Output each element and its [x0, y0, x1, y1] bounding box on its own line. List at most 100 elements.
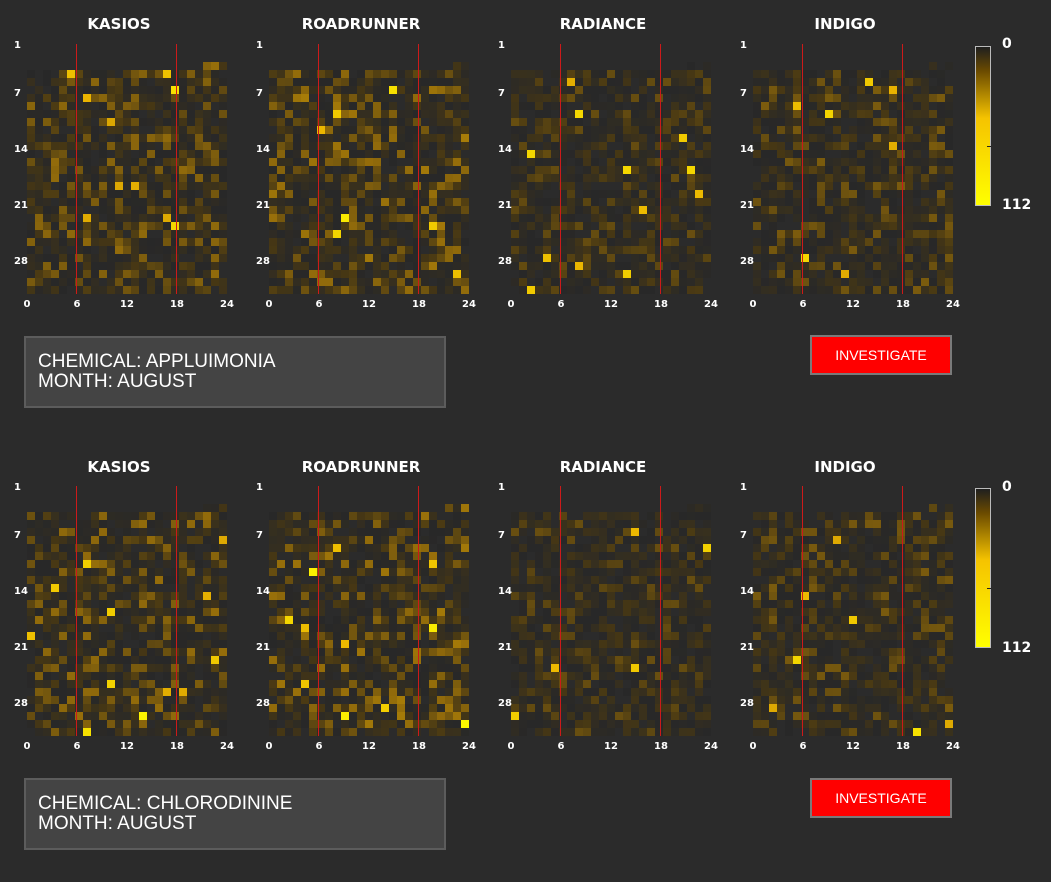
heatmap-cell: [163, 552, 172, 561]
heatmap-cell: [631, 238, 640, 247]
heatmap-cell: [107, 688, 116, 697]
heatmap-cell: [333, 616, 342, 625]
heatmap-cell: [83, 278, 92, 287]
heatmap-cell: [429, 600, 438, 609]
investigate-button[interactable]: INVESTIGATE: [810, 778, 952, 818]
heatmap-cell: [575, 270, 584, 279]
heatmap-cell: [357, 680, 366, 689]
heatmap-cell: [865, 286, 874, 295]
heatmap-cell: [405, 704, 414, 713]
heatmap-cell: [607, 728, 616, 737]
heatmap-cell: [413, 222, 422, 231]
y-tick-label: 14: [498, 144, 512, 155]
heatmap-cell: [527, 86, 536, 95]
heatmap-cell: [703, 190, 712, 199]
heatmap-cell: [591, 238, 600, 247]
heatmap-cell: [647, 584, 656, 593]
heatmap-cell: [461, 640, 470, 649]
heatmap-cell: [301, 520, 310, 529]
heatmap-cell: [35, 608, 44, 617]
heatmap-cell: [51, 584, 60, 593]
heatmap-cell: [413, 728, 422, 737]
heatmap-cell: [341, 94, 350, 103]
heatmap-cell: [703, 560, 712, 569]
heatmap-cell: [905, 70, 914, 79]
heatmap-cell: [777, 696, 786, 705]
heatmap-cell: [429, 230, 438, 239]
heatmap-cell: [793, 286, 802, 295]
heatmap-cell: [929, 118, 938, 127]
heatmap-cell: [389, 664, 398, 673]
heatmap-cell: [769, 118, 778, 127]
heatmap-cell: [905, 198, 914, 207]
heatmap-cell: [921, 198, 930, 207]
heatmap-cell: [171, 680, 180, 689]
heatmap-cell: [309, 158, 318, 167]
heatmap-cell: [373, 166, 382, 175]
heatmap-cell: [51, 712, 60, 721]
heatmap-cell: [301, 150, 310, 159]
investigate-button[interactable]: INVESTIGATE: [810, 335, 952, 375]
heatmap-cell: [671, 664, 680, 673]
heatmap-cell: [35, 592, 44, 601]
heatmap-cell: [695, 624, 704, 633]
heatmap-cell: [445, 278, 454, 287]
heatmap-cell: [889, 78, 898, 87]
heatmap-cell: [567, 254, 576, 263]
heatmap-cell: [833, 664, 842, 673]
heatmap-cell: [437, 78, 446, 87]
heatmap-cell: [203, 222, 212, 231]
heatmap-cell: [663, 576, 672, 585]
heatmap-cell: [687, 640, 696, 649]
heatmap-cell: [421, 704, 430, 713]
heatmap-cell: [777, 190, 786, 199]
heatmap-cell: [75, 126, 84, 135]
heatmap-cell: [929, 632, 938, 641]
heatmap-cell: [163, 174, 172, 183]
heatmap-cell: [293, 254, 302, 263]
heatmap-cell: [663, 584, 672, 593]
heatmap-cell: [647, 664, 656, 673]
heatmap-cell: [575, 118, 584, 127]
heatmap-cell: [83, 720, 92, 729]
heatmap-cell: [655, 262, 664, 271]
heatmap-cell: [171, 592, 180, 601]
heatmap-cell: [583, 262, 592, 271]
heatmap-cell: [147, 712, 156, 721]
heatmap-cell: [849, 182, 858, 191]
heatmap-cell: [195, 142, 204, 151]
heatmap-cell: [769, 198, 778, 207]
heatmap-cell: [67, 592, 76, 601]
heatmap-cell: [389, 656, 398, 665]
heatmap-cell: [317, 94, 326, 103]
heatmap-cell: [761, 704, 770, 713]
heatmap-cell: [591, 110, 600, 119]
heatmap-cell: [817, 568, 826, 577]
heatmap-cell: [381, 568, 390, 577]
heatmap-cell: [519, 222, 528, 231]
heatmap-cell: [341, 688, 350, 697]
heatmap-cell: [575, 206, 584, 215]
heatmap-cell: [527, 576, 536, 585]
heatmap-cell: [753, 624, 762, 633]
heatmap-cell: [27, 102, 36, 111]
heatmap-cell: [857, 158, 866, 167]
heatmap-cell: [873, 632, 882, 641]
heatmap-cell: [187, 632, 196, 641]
heatmap-cell: [309, 720, 318, 729]
heatmap-cell: [679, 672, 688, 681]
heatmap-cell: [761, 286, 770, 295]
heatmap-cell: [381, 206, 390, 215]
heatmap-cell: [591, 688, 600, 697]
heatmap-cell: [857, 568, 866, 577]
heatmap-cell: [527, 254, 536, 263]
heatmap-cell: [607, 166, 616, 175]
heatmap-cell: [607, 102, 616, 111]
heatmap-cell: [219, 278, 228, 287]
heatmap-cell: [317, 166, 326, 175]
heatmap-cell: [583, 94, 592, 103]
legend-min-label: 0: [1002, 36, 1012, 52]
heatmap-cell: [139, 230, 148, 239]
heatmap-cell: [793, 632, 802, 641]
heatmap-cell: [519, 712, 528, 721]
